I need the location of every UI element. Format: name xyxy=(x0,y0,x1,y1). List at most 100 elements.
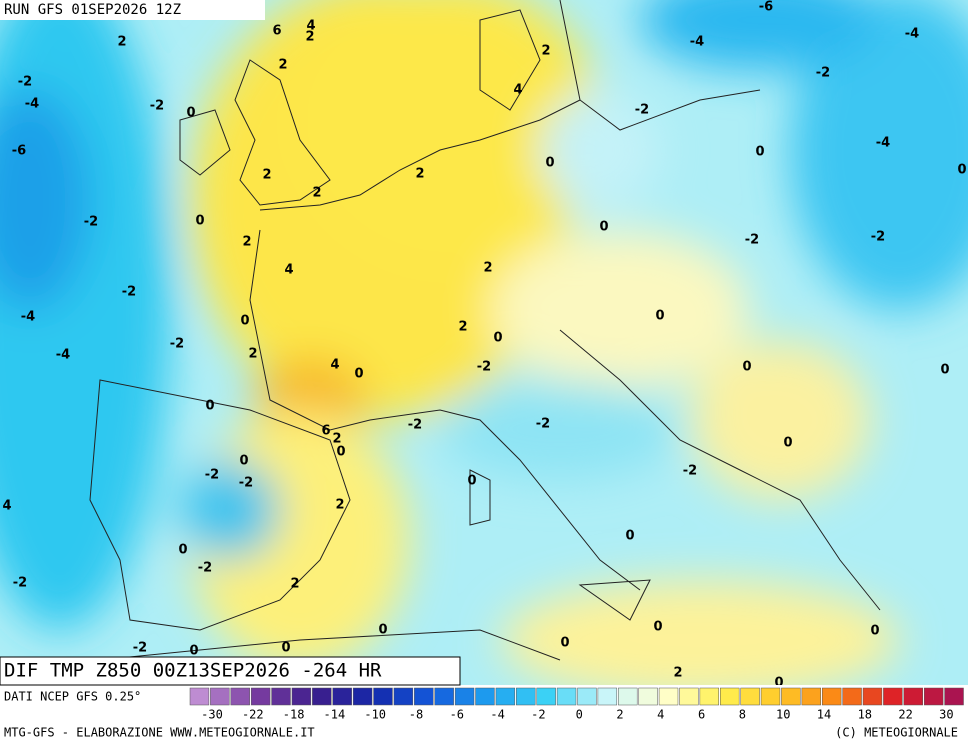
contour-label: 0 xyxy=(178,543,187,558)
colorbar-swatch xyxy=(189,687,210,706)
contour-label: 2 xyxy=(248,347,257,362)
contour-label: -2 xyxy=(683,464,697,479)
contour-label: 0 xyxy=(281,641,290,656)
colorbar-label: 2 xyxy=(616,708,623,722)
contour-label: 0 xyxy=(336,445,345,460)
contour-label: 0 xyxy=(653,620,662,635)
colorbar-swatch xyxy=(720,687,740,706)
colorbar-swatch xyxy=(923,687,944,706)
contour-label: 2 xyxy=(335,498,344,513)
colorbar-swatch xyxy=(556,687,577,706)
contour-label: 2 xyxy=(278,58,287,73)
colorbar-swatch xyxy=(883,687,903,706)
contour-label: -4 xyxy=(690,35,704,50)
colorbar-label: 8 xyxy=(739,708,746,722)
colorbar-label: 18 xyxy=(858,708,872,722)
colorbar-label: 30 xyxy=(939,708,953,722)
contour-label: -2 xyxy=(477,360,491,375)
contour-label: 0 xyxy=(755,145,764,160)
contour-label: 0 xyxy=(625,529,634,544)
contour-label: 0 xyxy=(783,436,792,451)
contour-label: 0 xyxy=(940,363,949,378)
contour-label: 0 xyxy=(205,399,214,414)
colorbar-label: -4 xyxy=(490,708,504,722)
contour-label: 2 xyxy=(262,168,271,183)
contour-label: -2 xyxy=(408,418,422,433)
colorbar-swatch xyxy=(862,687,883,706)
contour-label: 0 xyxy=(599,220,608,235)
contour-label: 2 xyxy=(673,666,682,681)
copyright: (C) METEOGIORNALE xyxy=(835,726,958,740)
contour-label: -6 xyxy=(12,144,26,159)
contour-label: 2 xyxy=(415,167,424,182)
colorbar-label: 10 xyxy=(776,708,790,722)
contour-label: -2 xyxy=(205,468,219,483)
colorbar-swatch xyxy=(312,687,332,706)
contour-label: -2 xyxy=(84,215,98,230)
colorbar-swatch xyxy=(352,687,373,706)
contour-label: -2 xyxy=(133,641,147,656)
contour-label: 4 xyxy=(306,19,315,34)
colorbar-swatch xyxy=(210,687,230,706)
contour-label: -2 xyxy=(536,417,550,432)
contour-label: -2 xyxy=(13,576,27,591)
contour-label: 2 xyxy=(458,320,467,335)
colorbar-label: -14 xyxy=(324,708,346,722)
colorbar-swatch xyxy=(495,687,516,706)
contour-label: 0 xyxy=(195,214,204,229)
contour-label: 0 xyxy=(239,454,248,469)
colorbar-swatch xyxy=(740,687,760,706)
contour-label: -2 xyxy=(150,99,164,114)
contour-label: 0 xyxy=(189,644,198,659)
contour-label: -4 xyxy=(25,97,39,112)
colorbar-swatch xyxy=(291,687,312,706)
colorbar-label: -6 xyxy=(450,708,464,722)
map-title: DIF TMP Z850 00Z13SEP2026 -264 HR xyxy=(4,660,382,682)
contour-label: -4 xyxy=(876,136,890,151)
colorbar-label: -10 xyxy=(364,708,386,722)
colorbar-swatch xyxy=(903,687,923,706)
colorbar-swatch xyxy=(271,687,291,706)
colorbar-swatch xyxy=(781,687,801,706)
contour-label: -2 xyxy=(239,476,253,491)
contour-label: 4 xyxy=(2,499,11,514)
colorbar-label: 4 xyxy=(657,708,664,722)
colorbar-swatch xyxy=(454,687,475,706)
contour-label: -2 xyxy=(745,233,759,248)
contour-label: 2 xyxy=(305,30,314,45)
contour-label: -2 xyxy=(122,285,136,300)
contour-label: -4 xyxy=(905,27,919,42)
contour-label: 2 xyxy=(541,44,550,59)
contour-label: 0 xyxy=(545,156,554,171)
contour-label: -4 xyxy=(56,348,70,363)
contour-label: 0 xyxy=(240,314,249,329)
colorbar-swatch xyxy=(230,687,250,706)
contour-label: 0 xyxy=(467,474,476,489)
contour-label: -2 xyxy=(871,230,885,245)
contour-label: 2 xyxy=(312,186,321,201)
colorbar-label: -8 xyxy=(409,708,423,722)
contour-label: 4 xyxy=(513,83,522,98)
colorbar-swatch xyxy=(475,687,495,706)
colorbar-swatch xyxy=(699,687,720,706)
colorbar-swatch xyxy=(842,687,862,706)
credit: MTG-GFS - ELABORAZIONE WWW.METEOGIORNALE… xyxy=(4,726,315,740)
contour-label: 0 xyxy=(774,676,783,691)
contour-label: -6 xyxy=(759,0,773,15)
colorbar-swatch xyxy=(679,687,699,706)
colorbar-swatch xyxy=(658,687,679,706)
contour-label: 0 xyxy=(354,367,363,382)
colorbar-swatch xyxy=(638,687,658,706)
colorbar-swatch xyxy=(597,687,618,706)
colorbar-label: 22 xyxy=(898,708,912,722)
contour-label: -2 xyxy=(635,103,649,118)
contour-label: 0 xyxy=(186,106,195,121)
colorbar-swatch xyxy=(414,687,434,706)
contour-label: 0 xyxy=(957,163,966,178)
contour-label: 0 xyxy=(378,623,387,638)
colorbar-swatch xyxy=(536,687,556,706)
colorbar-swatch xyxy=(760,687,781,706)
